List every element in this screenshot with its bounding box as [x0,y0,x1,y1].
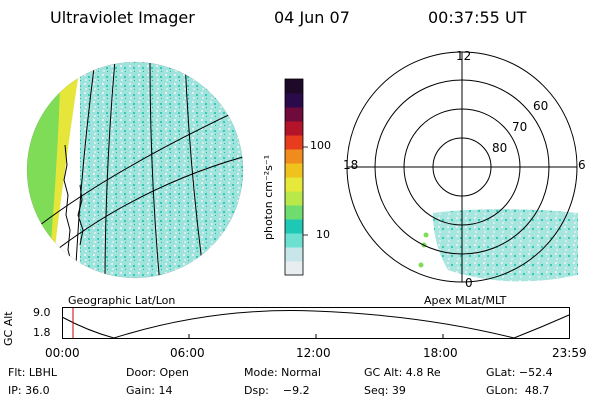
altitude-plot [62,307,570,339]
colorbar-segment [285,219,303,234]
mlt-label-6: 6 [578,158,586,172]
altitude-tick-1-8: 1.8 [33,326,51,339]
limb-glow [50,65,80,255]
colorbar-segment [285,121,303,136]
time-tick-1800: 18:00 [423,346,458,360]
colorbar-segment [285,107,303,122]
seq-info: Seq: 39 [364,384,406,397]
dsp-info: Dsp: −9.2 [244,384,310,397]
ip-info: IP: 36.0 [8,384,50,397]
glon-info: GLon: 48.7 [486,384,550,397]
time-label: 00:37:55 UT [428,8,527,27]
colorbar [284,78,308,276]
time-tick-1200: 12:00 [296,346,331,360]
colorbar-tick-10: 10 [316,228,330,241]
mlat-label-70: 70 [512,120,528,134]
time-tick-2359: 23:59 [552,346,587,360]
mlat-label-60: 60 [533,99,549,113]
geographic-image [26,61,244,279]
colorbar-segment [285,93,303,108]
mlat-label-80: 80 [492,141,508,155]
emission-dot [418,262,424,268]
colorbar-segment [285,247,303,262]
mlt-label-12: 12 [456,49,472,63]
polar-plot [346,51,578,283]
filter-info: Flt: LBHL [8,366,57,379]
colorbar-segment [285,233,303,248]
instrument-title: Ultraviolet Imager [50,8,195,27]
colorbar-segment [285,135,303,150]
emission-dot [423,232,429,238]
colorbar-segment [285,79,303,94]
mlt-label-18: 18 [343,158,359,172]
mode-info: Mode: Normal [244,366,321,379]
altitude-tick-9: 9.0 [33,306,51,319]
altitude-axis-title: GC Alt [2,311,15,346]
colorbar-segment [285,177,303,192]
colorbar-tick-100: 100 [310,139,331,152]
date-label: 04 Jun 07 [274,8,350,27]
emission-speckle [80,62,243,278]
colorbar-segment [285,261,303,276]
apex-caption: Apex MLat/MLT [424,294,507,307]
geographic-caption: Geographic Lat/Lon [68,294,176,307]
glat-info: GLat: −52.4 [486,366,553,379]
time-tick-0000: 00:00 [45,346,80,360]
mlt-label-0: 0 [465,276,473,290]
colorbar-segment [285,149,303,164]
time-tick-0600: 06:00 [170,346,205,360]
gc-alt-info: GC Alt: 4.8 Re [364,366,441,379]
colorbar-segment [285,163,303,178]
gain-info: Gain: 14 [126,384,173,397]
auroral-oval-emission [433,209,578,282]
door-info: Door: Open [126,366,189,379]
colorbar-unit-label: photon cm⁻²s⁻¹ [262,154,275,240]
colorbar-segment [285,205,303,220]
colorbar-segment [285,191,303,206]
